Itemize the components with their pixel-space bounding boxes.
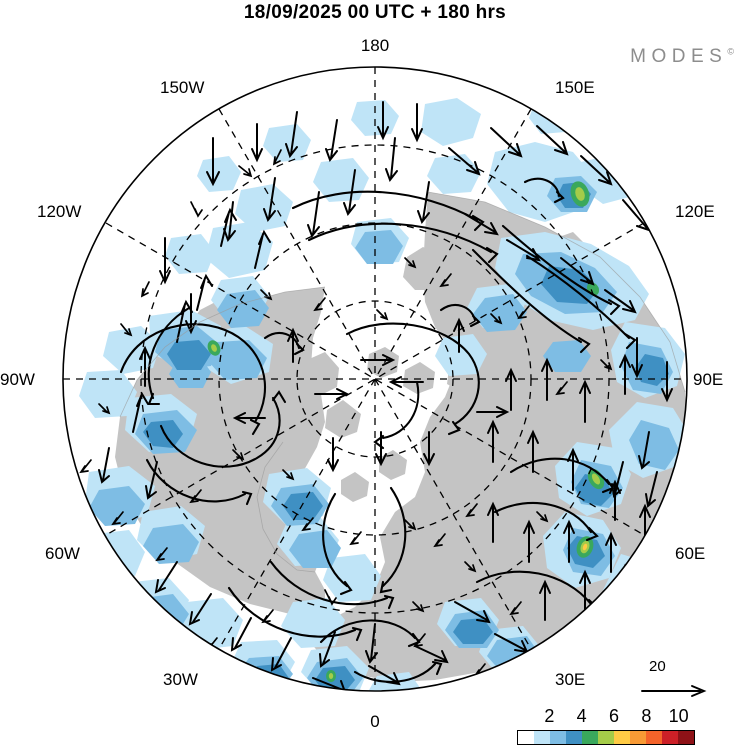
- colorbar-tick-6: 6: [608, 706, 620, 726]
- lon-label-120E: 120E: [675, 202, 715, 221]
- lon-label-150E: 150E: [555, 78, 595, 97]
- wind-vector-layer: [79, 101, 673, 691]
- lon-label-30E: 30E: [555, 670, 586, 689]
- lon-label-150W: 150W: [160, 78, 205, 97]
- map-canvas: [62, 66, 688, 692]
- colorbar-segment-10: [678, 731, 694, 744]
- brand-name: MODES: [630, 46, 728, 67]
- colorbar[interactable]: [517, 730, 695, 745]
- map-content: [63, 67, 687, 691]
- colorbar-segment-1: [534, 731, 550, 744]
- polar-map[interactable]: 180 150E 120E 90E 60E 30E 0 30W 60W 90W …: [0, 36, 725, 731]
- colorbar-segment-9: [662, 731, 678, 744]
- colorbar-tick-4: 4: [576, 706, 587, 726]
- map-boundary-circle: [62, 66, 688, 692]
- colorbar-tick-labels: 2 4 6 8 10: [517, 706, 695, 728]
- colorbar-segment-5: [598, 731, 614, 744]
- coastline-layer: [119, 191, 686, 573]
- lon-label-60W: 60W: [45, 544, 80, 563]
- colorbar-tick-2: 2: [544, 706, 555, 726]
- lon-label-60E: 60E: [675, 544, 706, 563]
- colorbar-segment-4: [582, 731, 598, 744]
- graticule-layer: [63, 67, 687, 691]
- copyright-mark: ©: [727, 46, 734, 57]
- colorbar-segment-0: [518, 731, 534, 744]
- lon-label-180: 180: [360, 36, 390, 55]
- colorbar-segment-3: [566, 731, 582, 744]
- vector-scale-legend: 20: [640, 658, 740, 700]
- modes-logo: MODES©: [630, 46, 734, 68]
- lon-label-90E: 90E: [693, 370, 724, 389]
- colorbar-segment-2: [550, 731, 566, 744]
- vector-scale-value: 20: [649, 658, 666, 675]
- colorbar-segment-7: [630, 731, 646, 744]
- colorbar-tick-8: 8: [641, 706, 652, 726]
- reference-arrow-icon: [641, 685, 707, 697]
- colorbar-segment-6: [614, 731, 630, 744]
- lon-label-30W: 30W: [163, 670, 198, 689]
- page-title: 18/09/2025 00 UTC + 180 hrs: [243, 2, 507, 23]
- colorbar-tick-10: 10: [668, 706, 689, 726]
- lon-label-120W: 120W: [37, 202, 82, 221]
- lon-label-0: 0: [370, 712, 380, 731]
- colorbar-segment-8: [646, 731, 662, 744]
- lon-label-90W: 90W: [0, 370, 35, 389]
